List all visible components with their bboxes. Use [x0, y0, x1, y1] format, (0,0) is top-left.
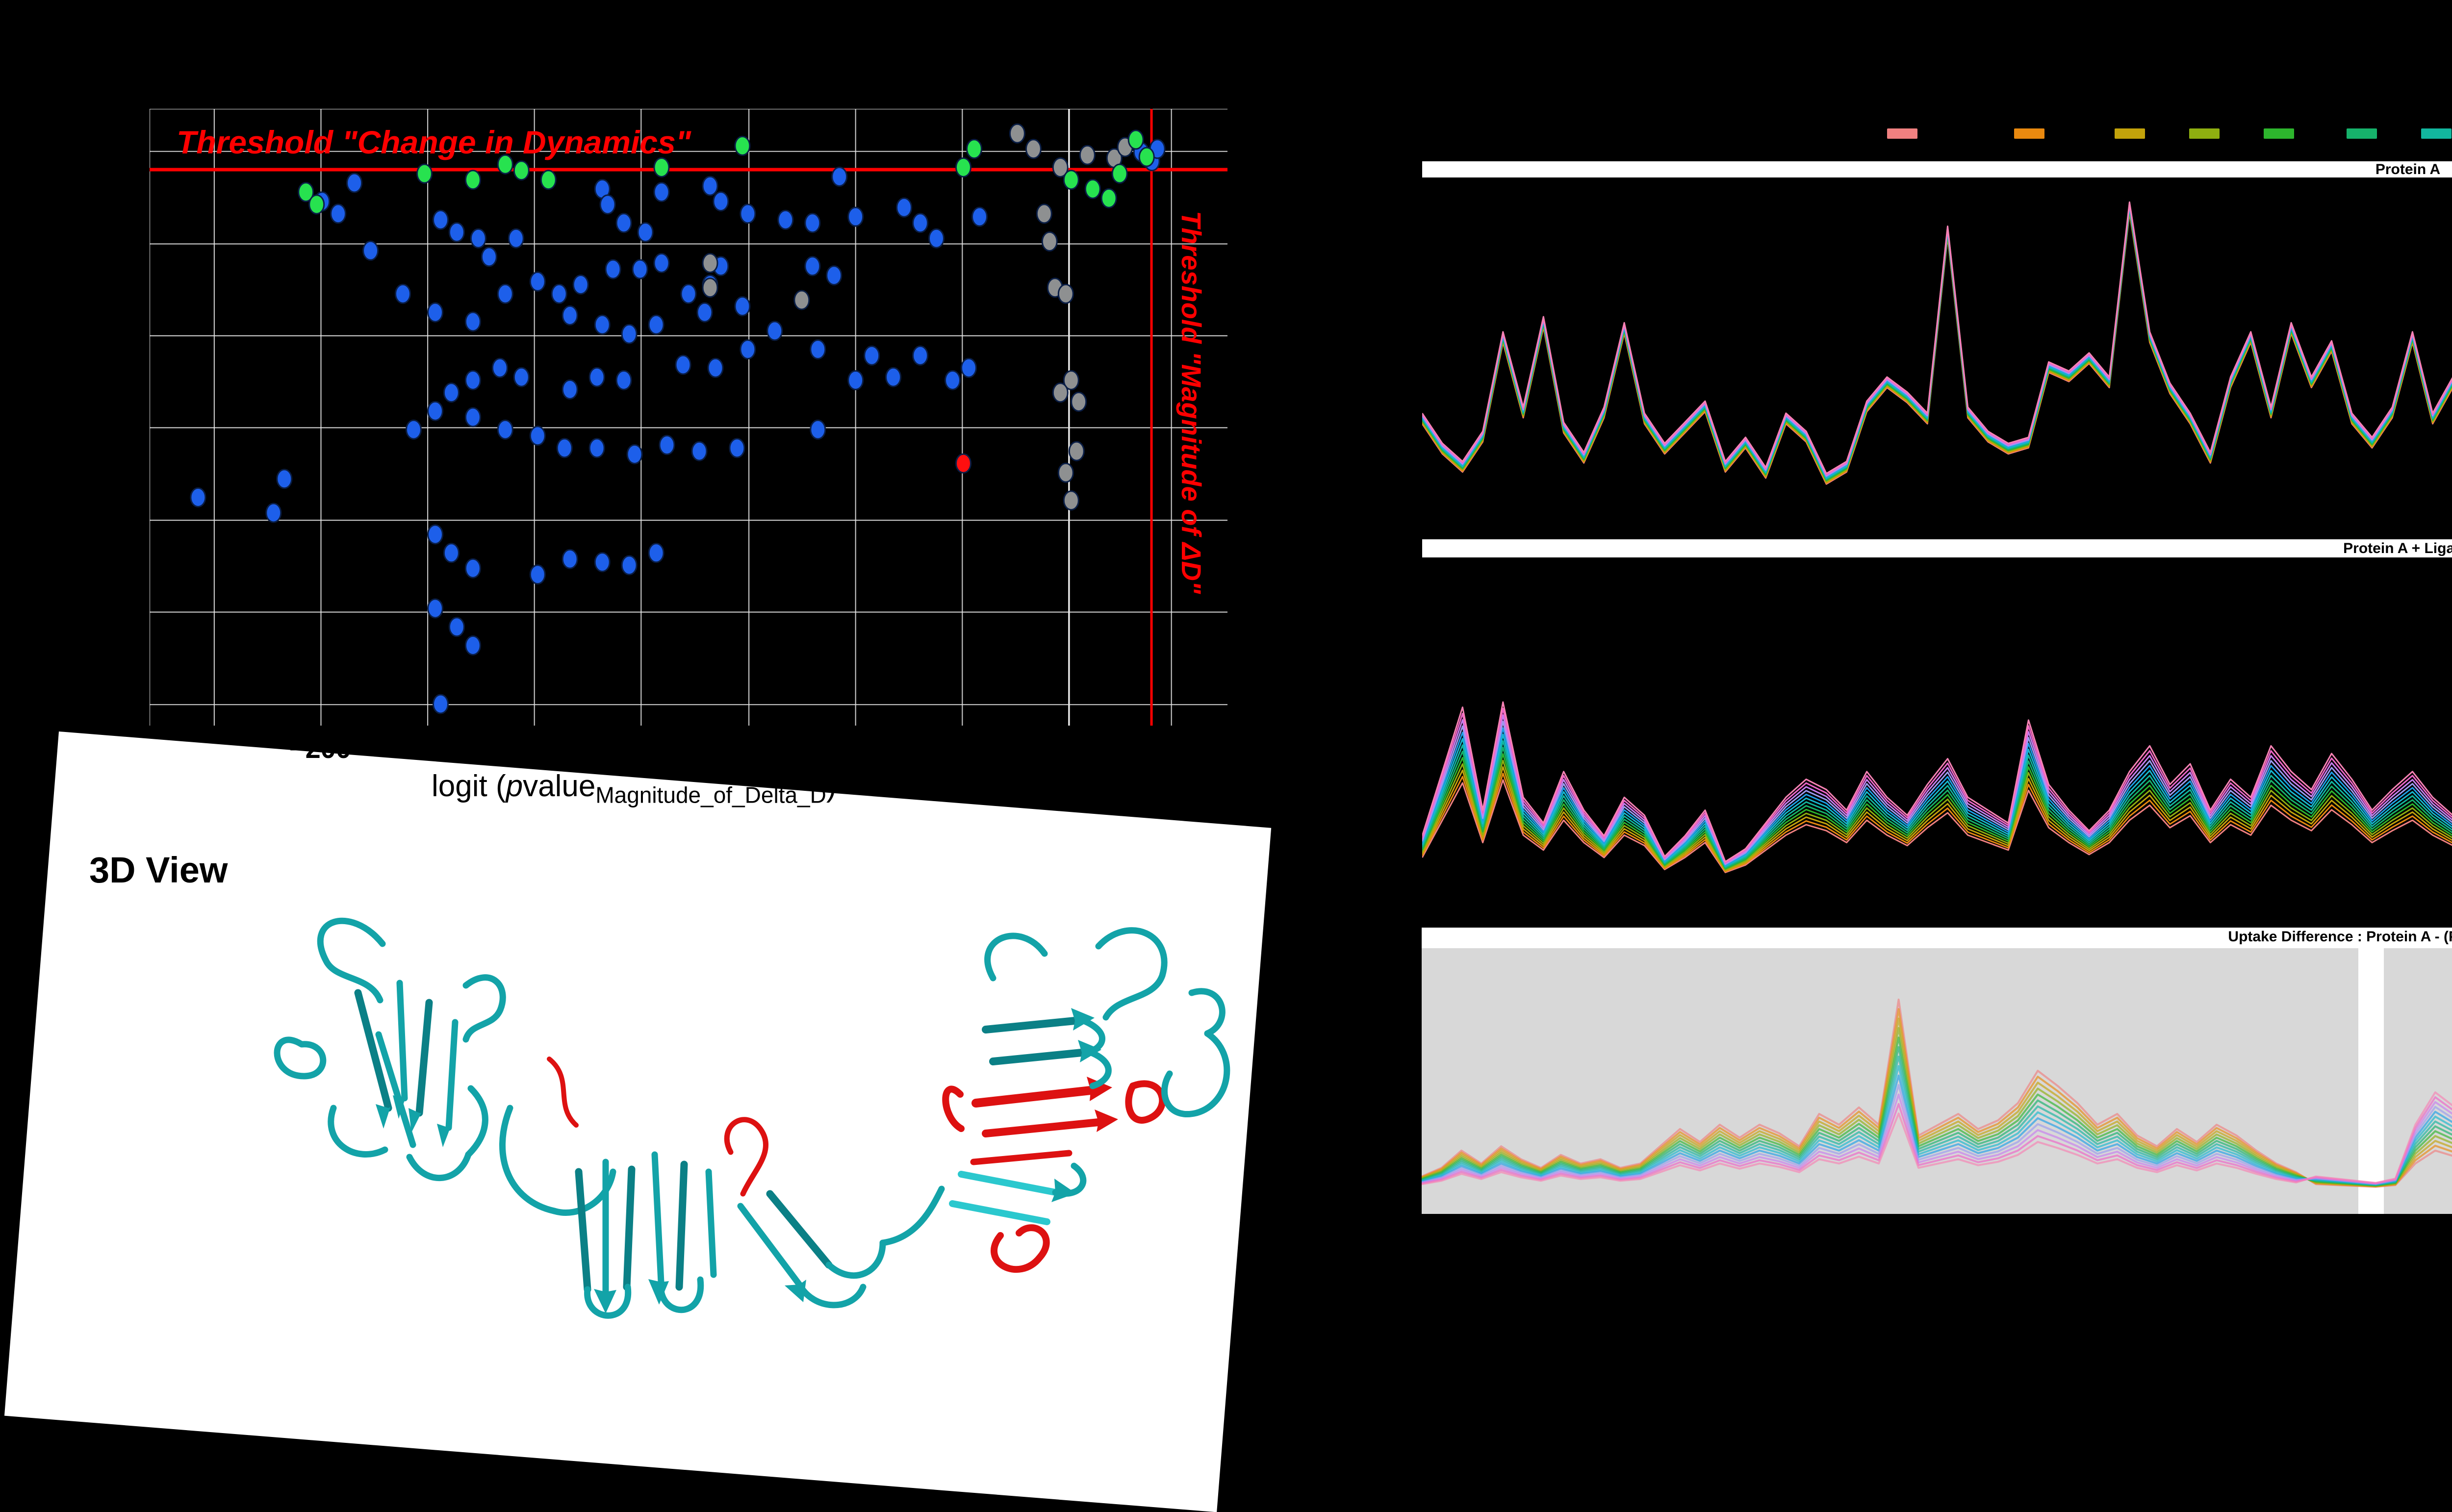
panel-title-uptake-difference: Uptake Difference : Protein A - (Protein… [1422, 928, 2452, 946]
timepoint-swatch [2347, 128, 2377, 139]
volcano-xaxis-label: logit (pvalueMagnitude_of_Delta_D) [432, 769, 837, 808]
volcano-xtick: 100 [940, 733, 986, 764]
uptake-difference-plot [1422, 998, 2452, 1188]
xaxis-label-prefix: logit ( [432, 769, 506, 803]
panel-title-uptake-difference-text: Uptake Difference : Protein A - (Protein… [2228, 929, 2452, 945]
uptake-plot-protein-a-ligand [1422, 701, 2452, 873]
threshold-magnitude-label: Threshold "Magnitude of ΔD" [1176, 211, 1207, 594]
volcano-plot [150, 109, 1227, 726]
coverage-gap [2358, 948, 2384, 1214]
xaxis-label-p: p [506, 769, 523, 803]
xaxis-label-subscript: Magnitude_of_Delta_D [595, 782, 826, 808]
volcano-xtick: −200 [289, 733, 352, 764]
panel-title-protein-a-ligand: Protein A + Ligand [1422, 539, 2452, 557]
exposure-legend [1422, 128, 2452, 139]
panel-title-protein-a-ligand-text: Protein A + Ligand [2343, 540, 2452, 556]
timepoint-swatch [2189, 128, 2220, 139]
3d-view-title: 3D View [89, 850, 228, 890]
volcano-xtick: −100 [503, 733, 566, 764]
panel-title-protein-a-text: Protein A [2375, 161, 2441, 177]
xaxis-label-value: value [523, 769, 596, 803]
timepoint-swatch [2014, 128, 2044, 139]
timepoint-swatch [1887, 128, 1917, 139]
panel-title-protein-a: Protein A [1422, 161, 2452, 177]
timepoint-swatch [2115, 128, 2145, 139]
xaxis-label-suffix: ) [826, 769, 837, 803]
timepoint-swatch [2421, 128, 2452, 139]
volcano-xtick: 0 [741, 733, 756, 764]
timepoint-swatch [2264, 128, 2294, 139]
threshold-change-in-dynamics-label: Threshold "Change in Dynamics" [177, 124, 691, 160]
uptake-plot-protein-a [1422, 201, 2452, 485]
protein-ribbon-structure[interactable] [235, 897, 1265, 1329]
